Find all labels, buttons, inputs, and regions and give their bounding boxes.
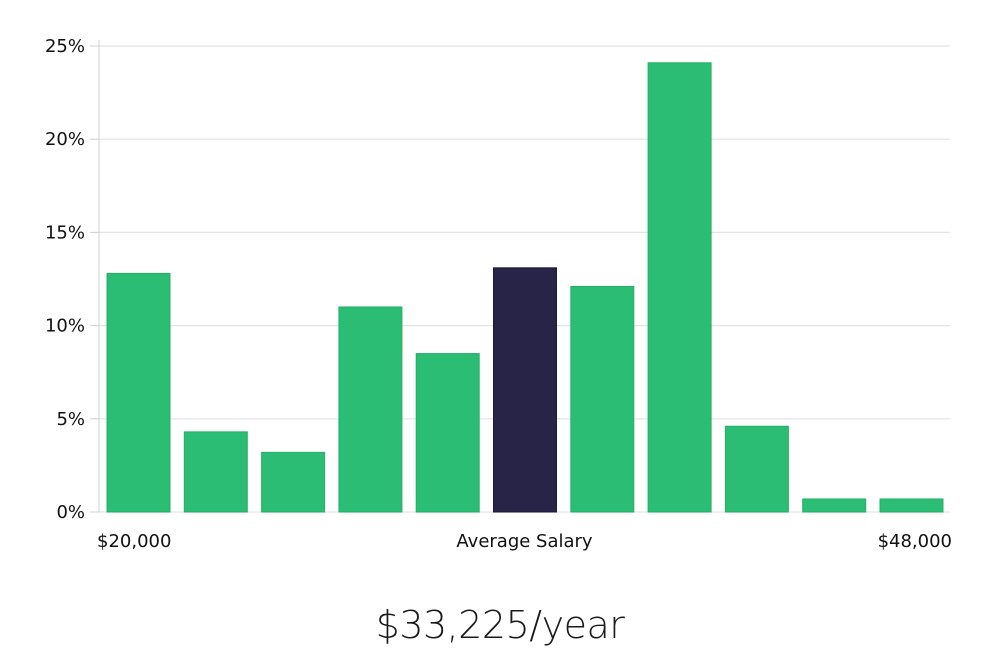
bar xyxy=(879,498,944,513)
bar xyxy=(570,285,635,513)
bars xyxy=(106,62,944,513)
bar xyxy=(106,272,171,513)
bar xyxy=(724,425,789,513)
y-tick-label: 0% xyxy=(56,502,85,523)
average-salary-headline: $33,225/year xyxy=(375,603,625,647)
y-axis-ticks: 0% 5% 10% 15% 20% 25% xyxy=(45,36,99,523)
bar xyxy=(802,498,867,513)
bar-average xyxy=(493,267,557,513)
y-tick-label: 5% xyxy=(56,409,85,430)
y-tick-label: 25% xyxy=(45,36,85,57)
bar xyxy=(338,306,403,513)
y-tick-label: 10% xyxy=(45,316,85,337)
x-label-left: $20,000 xyxy=(97,531,171,552)
x-label-center: Average Salary xyxy=(456,531,593,552)
bar xyxy=(647,62,712,513)
bar xyxy=(261,451,326,513)
y-tick-label: 20% xyxy=(45,129,85,150)
y-tick-label: 15% xyxy=(45,222,85,243)
x-label-right: $48,000 xyxy=(878,531,952,552)
bar xyxy=(183,431,248,513)
bar xyxy=(415,353,480,513)
